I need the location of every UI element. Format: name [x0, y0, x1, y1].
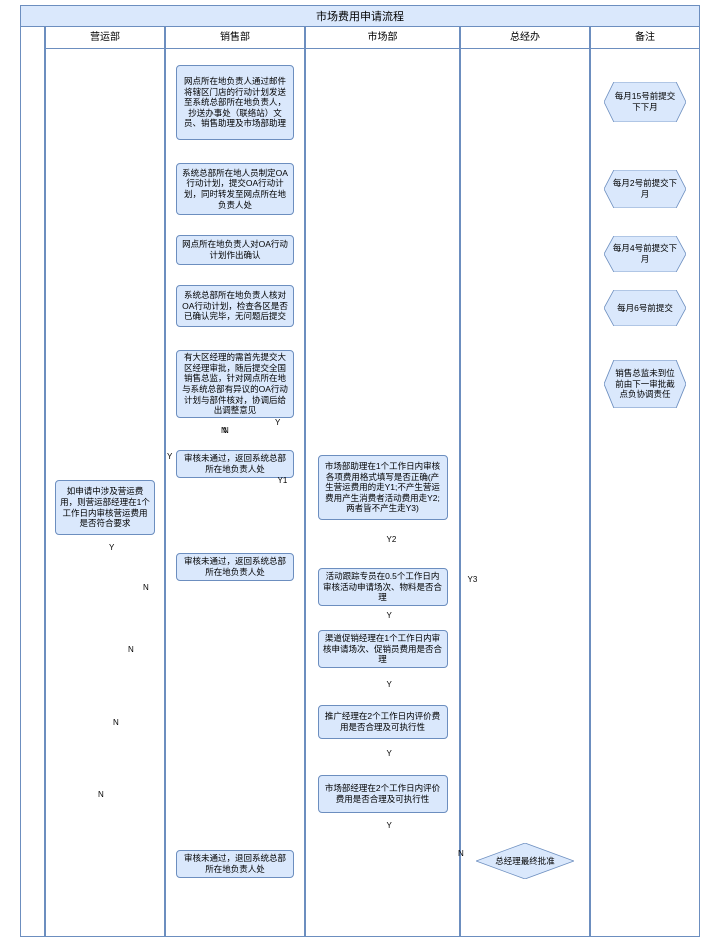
lane-head-l4: 总经办 [460, 27, 590, 49]
edge-label: Y [387, 611, 392, 620]
node-n10: 活动跟踪专员在0.5个工作日内审核活动申请场次、物料是否合理 [318, 568, 448, 606]
edge-label: N [98, 790, 104, 799]
node-n11: 渠道促销经理在1个工作日内审核申请场次、促销员费用是否合理 [318, 630, 448, 668]
node-r4: 每月6号前提交 [604, 290, 686, 326]
edge-label: N [113, 718, 119, 727]
lane-head-l3: 市场部 [305, 27, 460, 49]
edge-label: N [221, 426, 227, 435]
node-n7: 如申请中涉及营运费用，则营运部经理在1个工作日内审核营运费用是否符合要求 [55, 480, 155, 535]
lane-head-l1: 营运部 [45, 27, 165, 49]
node-r1: 每月15号前提交下下月 [604, 82, 686, 122]
node-r3: 每月4号前提交下月 [604, 236, 686, 272]
node-n4: 系统总部所在地负责人核对OA行动计划，检查各区是否已确认完毕，无问题后提交 [176, 285, 294, 327]
node-n3: 网点所在地负责人对OA行动计划作出确认 [176, 235, 294, 265]
node-n1: 网点所在地负责人通过邮件将辖区门店的行动计划发送至系统总部所在地负责人，抄送办事… [176, 65, 294, 140]
edge-label: Y3 [468, 575, 478, 584]
edge-label: Y [109, 543, 114, 552]
node-n6: 审核未通过，返回系统总部所在地负责人处 [176, 450, 294, 478]
lane-body-l4 [460, 49, 590, 937]
edge-label: Y [387, 821, 392, 830]
lane-head-l5: 备注 [590, 27, 700, 49]
edge-label: N [458, 849, 464, 858]
node-n2: 系统总部所在地人员制定OA行动计划，提交OA行动计划，同时转发至网点所在地负责人… [176, 163, 294, 215]
edge-label: Y1 [278, 476, 288, 485]
node-r2: 每月2号前提交下月 [604, 170, 686, 208]
edge-label: N [143, 583, 149, 592]
node-n13: 市场部经理在2个工作日内评价费用是否合理及可执行性 [318, 775, 448, 813]
node-n12: 推广经理在2个工作日内评价费用是否合理及可执行性 [318, 705, 448, 739]
edge-label: Y [167, 452, 172, 461]
pool-gutter [20, 27, 45, 937]
node-n9: 市场部助理在1个工作日内审核各项费用格式填写是否正确(产生营运费用的走Y1;不产… [318, 455, 448, 520]
edge-label: Y [387, 680, 392, 689]
node-d1: 总经理最终批准 [476, 843, 574, 879]
edge-label: Y [387, 749, 392, 758]
node-n5: 有大区经理的需首先提交大区经理审批，随后提交全国销售总监，针对网点所在地与系统总… [176, 350, 294, 418]
title-bar: 市场费用申请流程 [20, 5, 700, 27]
node-n14: 审核未通过，退回系统总部所在地负责人处 [176, 850, 294, 878]
edge-label: Y2 [387, 535, 397, 544]
edge-label: Y [275, 418, 280, 427]
edge-label: N [128, 645, 134, 654]
node-n8: 审核未通过，返回系统总部所在地负责人处 [176, 553, 294, 581]
node-r5: 销售总监未到位前由下一审批截点负协调责任 [604, 360, 686, 408]
lane-head-l2: 销售部 [165, 27, 305, 49]
